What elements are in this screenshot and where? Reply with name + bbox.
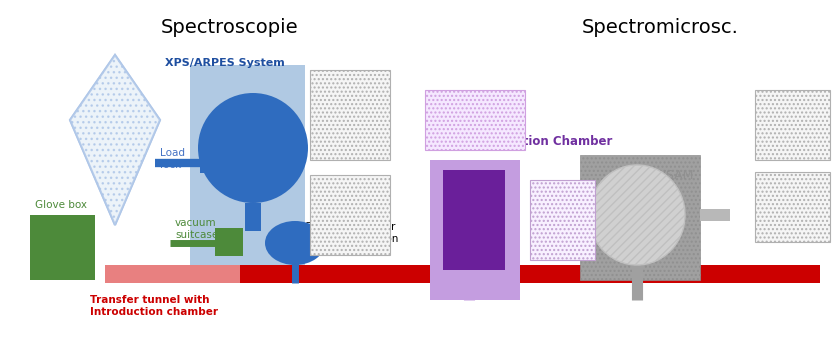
Bar xyxy=(30,215,95,280)
Bar xyxy=(580,155,700,280)
Text: Storage chamber
with reorientation: Storage chamber with reorientation xyxy=(305,222,399,244)
Bar xyxy=(215,228,243,256)
Polygon shape xyxy=(70,55,160,225)
Bar xyxy=(240,265,820,283)
Text: Load
lock: Load lock xyxy=(160,148,185,170)
Ellipse shape xyxy=(265,221,325,265)
Bar xyxy=(310,70,390,160)
Ellipse shape xyxy=(198,93,308,203)
Text: Preparation Chamber: Preparation Chamber xyxy=(470,135,612,148)
Text: SEM/SAM: SEM/SAM xyxy=(635,168,693,181)
Bar xyxy=(310,175,390,255)
Bar xyxy=(755,90,830,160)
Bar xyxy=(105,265,240,283)
Ellipse shape xyxy=(589,165,685,265)
Text: Spectromicrosc.: Spectromicrosc. xyxy=(581,18,738,37)
Text: XPS/ARPES System: XPS/ARPES System xyxy=(165,58,285,68)
Text: Glove box: Glove box xyxy=(35,200,87,210)
Bar xyxy=(200,155,216,173)
Bar xyxy=(530,180,595,260)
Text: Transfer tunnel with
Introduction chamber: Transfer tunnel with Introduction chambe… xyxy=(90,295,218,317)
Bar xyxy=(245,203,261,231)
Bar xyxy=(443,170,505,270)
Text: Spectroscopie: Spectroscopie xyxy=(161,18,299,37)
Bar xyxy=(755,172,830,242)
Bar xyxy=(190,65,305,265)
Bar xyxy=(425,90,525,150)
Bar xyxy=(430,160,520,300)
Text: vacuum
suitcase: vacuum suitcase xyxy=(175,218,219,240)
Bar xyxy=(700,209,730,221)
